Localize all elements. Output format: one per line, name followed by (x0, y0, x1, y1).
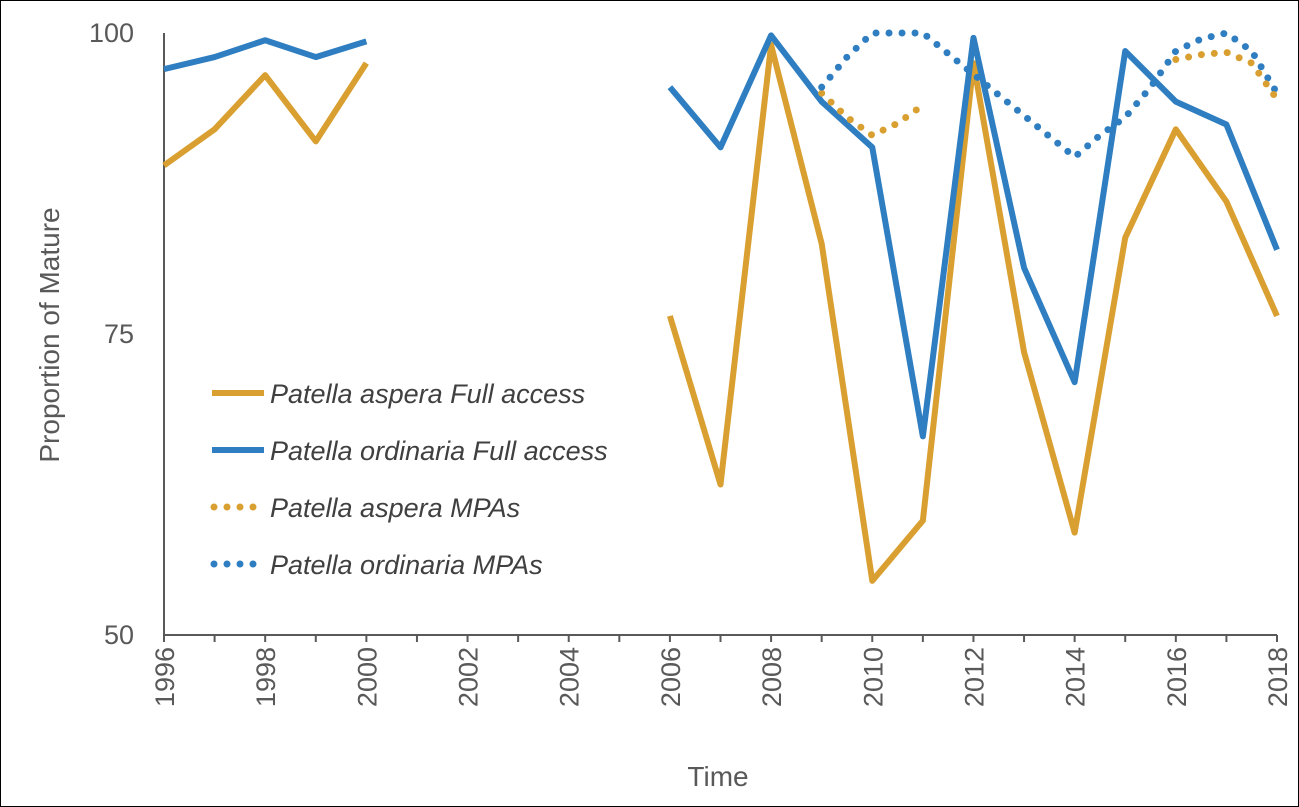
x-tick-label: 2006 (656, 647, 686, 707)
y-tick-label: 50 (104, 620, 134, 650)
x-tick-label: 2002 (454, 647, 484, 707)
x-tick-label: 2012 (959, 647, 989, 707)
series-line-solid-1 (163, 37, 368, 73)
x-tick-label: 2000 (352, 647, 382, 707)
series-line-solid-0 (162, 61, 369, 168)
series-line-dotted-2 (818, 89, 927, 139)
series-line-solid-1 (667, 32, 1280, 440)
series-layer (162, 29, 1281, 584)
series-line-solid-0 (667, 42, 1280, 584)
legend: Patella aspera Full access Patella ordina… (210, 379, 608, 580)
y-tick-label: 75 (104, 319, 134, 349)
x-tick-label: 2016 (1162, 647, 1192, 707)
x-tick-label: 2014 (1061, 647, 1091, 707)
series-line-dotted-4 (1172, 48, 1281, 103)
x-tick-label: 2004 (555, 647, 585, 707)
y-axis-title: Proportion of Mature (34, 207, 65, 462)
x-tick-label: 1996 (150, 647, 180, 707)
legend-label: Patella aspera Full access (270, 379, 585, 409)
x-tick-label: 1998 (251, 647, 281, 707)
axes: 50 75 100 1996 1998 2000 2002 2004 2006 2008 2010 2… (89, 18, 1293, 707)
legend-label: Patella aspera MPAs (270, 493, 520, 523)
series-line-dotted-3 (818, 29, 1281, 161)
x-axis-title: Time (687, 761, 748, 792)
x-tick-label: 2008 (757, 647, 787, 707)
legend-label: Patella ordinaria MPAs (270, 550, 543, 580)
x-tick-label: 2010 (858, 647, 888, 707)
y-tick-label: 100 (89, 18, 134, 48)
x-tick-label: 2018 (1263, 647, 1293, 707)
legend-label: Patella ordinaria Full access (270, 436, 608, 466)
